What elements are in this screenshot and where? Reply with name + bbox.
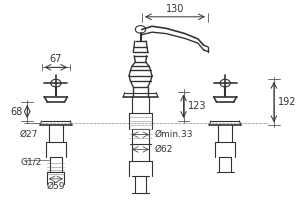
Text: Ø62: Ø62 [154, 145, 173, 154]
Text: 130: 130 [166, 4, 184, 14]
Text: Ø27: Ø27 [20, 130, 38, 139]
Text: 192: 192 [278, 97, 297, 107]
Text: G1/2: G1/2 [20, 158, 41, 167]
Text: 67: 67 [50, 54, 62, 64]
Text: 68: 68 [11, 106, 23, 117]
Text: Ømin.33: Ømin.33 [154, 130, 193, 139]
Text: 123: 123 [188, 101, 206, 111]
Text: Ø59: Ø59 [46, 182, 65, 191]
